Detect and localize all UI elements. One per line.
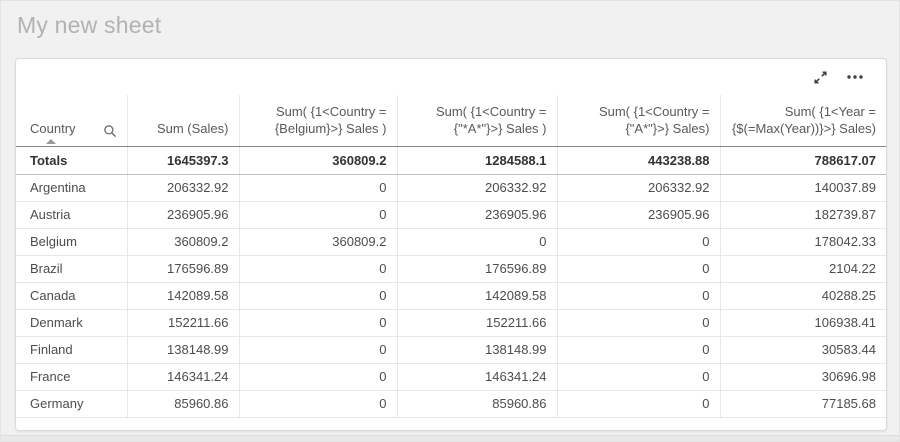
measure-cell: 85960.86 xyxy=(127,390,240,418)
measure-cell: 2104.22 xyxy=(720,255,886,283)
measure-cell: 77185.68 xyxy=(720,390,886,418)
measure-cell: 0 xyxy=(239,363,398,391)
window-bottom-edge xyxy=(1,435,899,441)
table-row: Finland 138148.99 0 138148.99 0 30583.44 xyxy=(16,336,886,364)
dimension-cell[interactable]: Denmark xyxy=(16,309,128,337)
straight-table: Country Sum (Sales) xyxy=(16,95,886,418)
column-header-country[interactable]: Country xyxy=(16,95,128,147)
measure-cell: 0 xyxy=(239,309,398,337)
measure-cell: 140037.89 xyxy=(720,174,886,202)
column-header-label: Sum( {1<Country = {"*A*"}>} Sales ) xyxy=(435,103,547,136)
measure-cell: 0 xyxy=(557,228,721,256)
measure-cell: 0 xyxy=(397,228,558,256)
measure-cell: 138148.99 xyxy=(397,336,558,364)
column-header-belgium-expression[interactable]: Sum( {1<Country = {Belgium}>} Sales ) xyxy=(239,95,398,147)
measure-cell: 206332.92 xyxy=(127,174,240,202)
measure-cell: 206332.92 xyxy=(557,174,721,202)
column-header-max-year-expression[interactable]: Sum( {1<Year = {$(=Max(Year))}>} Sales) xyxy=(720,95,886,147)
totals-value: 443238.88 xyxy=(557,146,721,175)
measure-cell: 142089.58 xyxy=(397,282,558,310)
measure-cell: 178042.33 xyxy=(720,228,886,256)
table-row: Denmark 152211.66 0 152211.66 0 106938.41 xyxy=(16,309,886,337)
dimension-cell[interactable]: Germany xyxy=(16,390,128,418)
measure-cell: 40288.25 xyxy=(720,282,886,310)
measure-cell: 0 xyxy=(239,255,398,283)
measure-cell: 360809.2 xyxy=(127,228,240,256)
table-body: Totals 1645397.3 360809.2 1284588.1 4432… xyxy=(16,146,886,418)
measure-cell: 142089.58 xyxy=(127,282,240,310)
totals-value: 1284588.1 xyxy=(397,146,558,175)
totals-value: 788617.07 xyxy=(720,146,886,175)
table-row: France 146341.24 0 146341.24 0 30696.98 xyxy=(16,363,886,391)
expand-icon[interactable] xyxy=(813,70,828,85)
more-menu-icon[interactable] xyxy=(846,74,864,80)
column-header-label: Sum( {1<Year = {$(=Max(Year))}>} Sales) xyxy=(731,103,876,136)
measure-cell: 0 xyxy=(557,255,721,283)
measure-cell: 176596.89 xyxy=(397,255,558,283)
measure-cell: 146341.24 xyxy=(397,363,558,391)
dimension-cell[interactable]: Austria xyxy=(16,201,128,229)
measure-cell: 152211.66 xyxy=(397,309,558,337)
column-header-label: Sum( {1<Country = {"A*"}>} Sales) xyxy=(598,103,710,136)
dimension-cell[interactable]: Argentina xyxy=(16,174,128,202)
measure-cell: 0 xyxy=(239,282,398,310)
column-header-sum-sales[interactable]: Sum (Sales) xyxy=(127,95,240,147)
totals-label: Totals xyxy=(16,146,128,175)
measure-cell: 138148.99 xyxy=(127,336,240,364)
dimension-cell[interactable]: Belgium xyxy=(16,228,128,256)
table-row: Argentina 206332.92 0 206332.92 206332.92 140… xyxy=(16,174,886,202)
table-row: Austria 236905.96 0 236905.96 236905.96 18273… xyxy=(16,201,886,229)
page-title: My new sheet xyxy=(17,12,162,38)
measure-cell: 206332.92 xyxy=(397,174,558,202)
dimension-cell[interactable]: Canada xyxy=(16,282,128,310)
dimension-cell[interactable]: France xyxy=(16,363,128,391)
table-row: Canada 142089.58 0 142089.58 0 40288.25 xyxy=(16,282,886,310)
measure-cell: 360809.2 xyxy=(239,228,398,256)
dimension-cell[interactable]: Finland xyxy=(16,336,128,364)
column-header-star-a-star-expression[interactable]: Sum( {1<Country = {"*A*"}>} Sales ) xyxy=(397,95,558,147)
table-toolbar xyxy=(16,59,886,95)
measure-cell: 0 xyxy=(239,201,398,229)
sort-ascending-icon xyxy=(46,138,56,144)
totals-value: 360809.2 xyxy=(239,146,398,175)
measure-cell: 176596.89 xyxy=(127,255,240,283)
measure-cell: 85960.86 xyxy=(397,390,558,418)
measure-cell: 0 xyxy=(239,390,398,418)
table-row: Belgium 360809.2 360809.2 0 0 178042.33 xyxy=(16,228,886,256)
measure-cell: 236905.96 xyxy=(557,201,721,229)
totals-row: Totals 1645397.3 360809.2 1284588.1 4432… xyxy=(16,146,886,175)
measure-cell: 146341.24 xyxy=(127,363,240,391)
measure-cell: 0 xyxy=(557,309,721,337)
measure-cell: 30583.44 xyxy=(720,336,886,364)
straight-table-card: Country Sum (Sales) xyxy=(15,58,887,431)
measure-cell: 0 xyxy=(557,363,721,391)
measure-cell: 182739.87 xyxy=(720,201,886,229)
column-header-a-star-expression[interactable]: Sum( {1<Country = {"A*"}>} Sales) xyxy=(557,95,721,147)
measure-cell: 0 xyxy=(557,390,721,418)
measure-cell: 236905.96 xyxy=(127,201,240,229)
measure-cell: 0 xyxy=(239,336,398,364)
measure-cell: 236905.96 xyxy=(397,201,558,229)
dimension-cell[interactable]: Brazil xyxy=(16,255,128,283)
measure-cell: 106938.41 xyxy=(720,309,886,337)
totals-value: 1645397.3 xyxy=(127,146,240,175)
table-row: Brazil 176596.89 0 176596.89 0 2104.22 xyxy=(16,255,886,283)
header-row: Country Sum (Sales) xyxy=(16,95,886,147)
table-row: Germany 85960.86 0 85960.86 0 77185.68 xyxy=(16,390,886,418)
column-header-label: Sum( {1<Country = {Belgium}>} Sales ) xyxy=(274,103,387,136)
search-icon[interactable] xyxy=(103,124,117,138)
column-header-label: Country xyxy=(30,120,76,136)
measure-cell: 152211.66 xyxy=(127,309,240,337)
measure-cell: 0 xyxy=(557,336,721,364)
column-header-label: Sum (Sales) xyxy=(156,120,229,136)
measure-cell: 30696.98 xyxy=(720,363,886,391)
measure-cell: 0 xyxy=(557,282,721,310)
measure-cell: 0 xyxy=(239,174,398,202)
